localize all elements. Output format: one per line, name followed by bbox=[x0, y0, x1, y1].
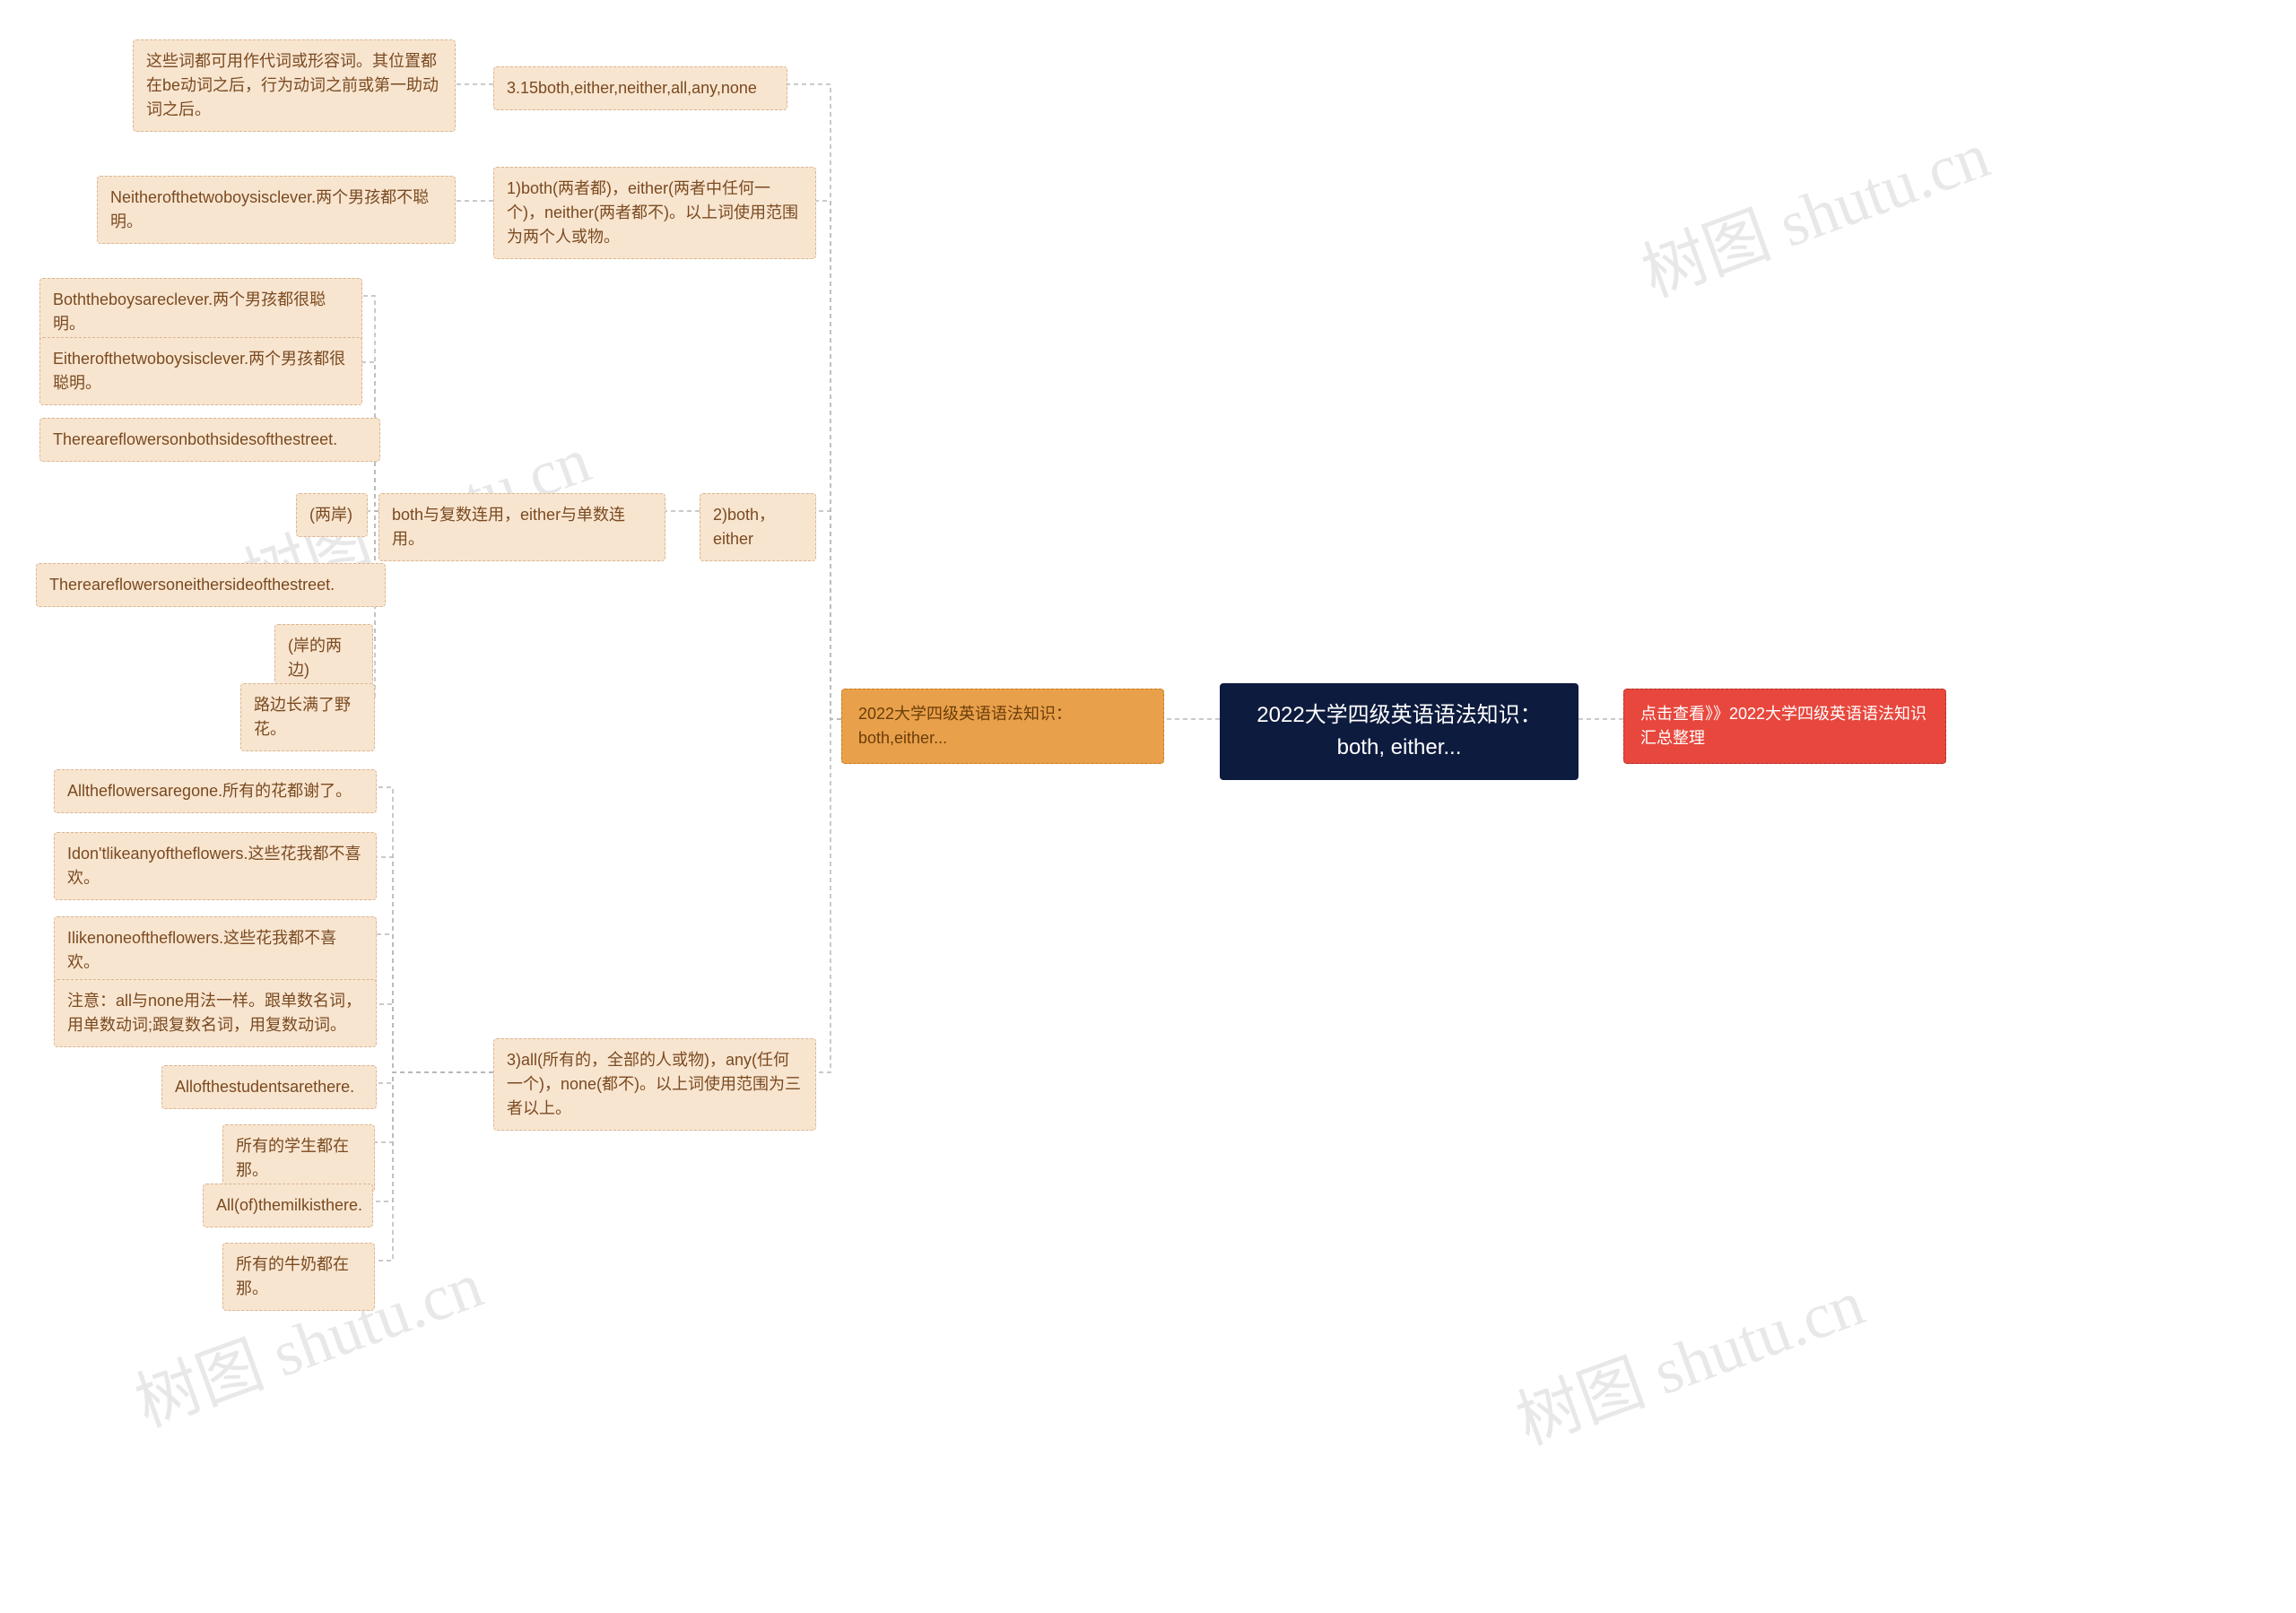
leaf-node: Idon'tlikeanyoftheflowers.这些花我都不喜欢。 bbox=[54, 832, 377, 900]
leaf-node: 这些词都可用作代词或形容词。其位置都在be动词之后，行为动词之前或第一助动词之后… bbox=[133, 39, 456, 132]
leaf-node: 注意：all与none用法一样。跟单数名词，用单数动词;跟复数名词，用复数动词。 bbox=[54, 979, 377, 1047]
branch-node: 2)both，either bbox=[700, 493, 816, 561]
leaf-node: (岸的两边) bbox=[274, 624, 373, 692]
cta-link[interactable]: 点击查看》》2022大学四级英语语法知识汇总整理 bbox=[1623, 689, 1946, 764]
leaf-node: Neitherofthetwoboysisclever.两个男孩都不聪明。 bbox=[97, 176, 456, 244]
leaf-node: Thereareflowersoneithersideofthestreet. bbox=[36, 563, 386, 607]
watermark: 树图 shutu.cn bbox=[1501, 1250, 1874, 1462]
leaf-node: All(of)themilkisthere. bbox=[203, 1184, 373, 1227]
leaf-node: Alltheflowersaregone.所有的花都谢了。 bbox=[54, 769, 377, 813]
leaf-node: (两岸) bbox=[296, 493, 368, 537]
branch-node: 3.15both,either,neither,all,any,none bbox=[493, 66, 787, 110]
branch-node: 3)all(所有的，全部的人或物)，any(任何一个)，none(都不)。以上词… bbox=[493, 1038, 816, 1131]
leaf-node: Boththeboysareclever.两个男孩都很聪明。 bbox=[39, 278, 362, 346]
leaf-node: Thereareflowersonbothsidesofthestreet. bbox=[39, 418, 380, 462]
leaf-node: Allofthestudentsarethere. bbox=[161, 1065, 377, 1109]
branch-node: 1)both(两者都)，either(两者中任何一个)，neither(两者都不… bbox=[493, 167, 816, 259]
leaf-node: 路边长满了野花。 bbox=[240, 683, 375, 751]
leaf-node: Ilikenoneoftheflowers.这些花我都不喜欢。 bbox=[54, 916, 377, 984]
leaf-node: Eitherofthetwoboysisclever.两个男孩都很聪明。 bbox=[39, 337, 362, 405]
leaf-node: 所有的牛奶都在那。 bbox=[222, 1243, 375, 1311]
leaf-node: 所有的学生都在那。 bbox=[222, 1124, 375, 1192]
center-node: 2022大学四级英语语法知识：both, either... bbox=[1220, 683, 1578, 780]
subtopic-node: 2022大学四级英语语法知识：both,either... bbox=[841, 689, 1164, 764]
leaf-node: both与复数连用，either与单数连用。 bbox=[378, 493, 665, 561]
watermark: 树图 shutu.cn bbox=[1627, 102, 2000, 315]
